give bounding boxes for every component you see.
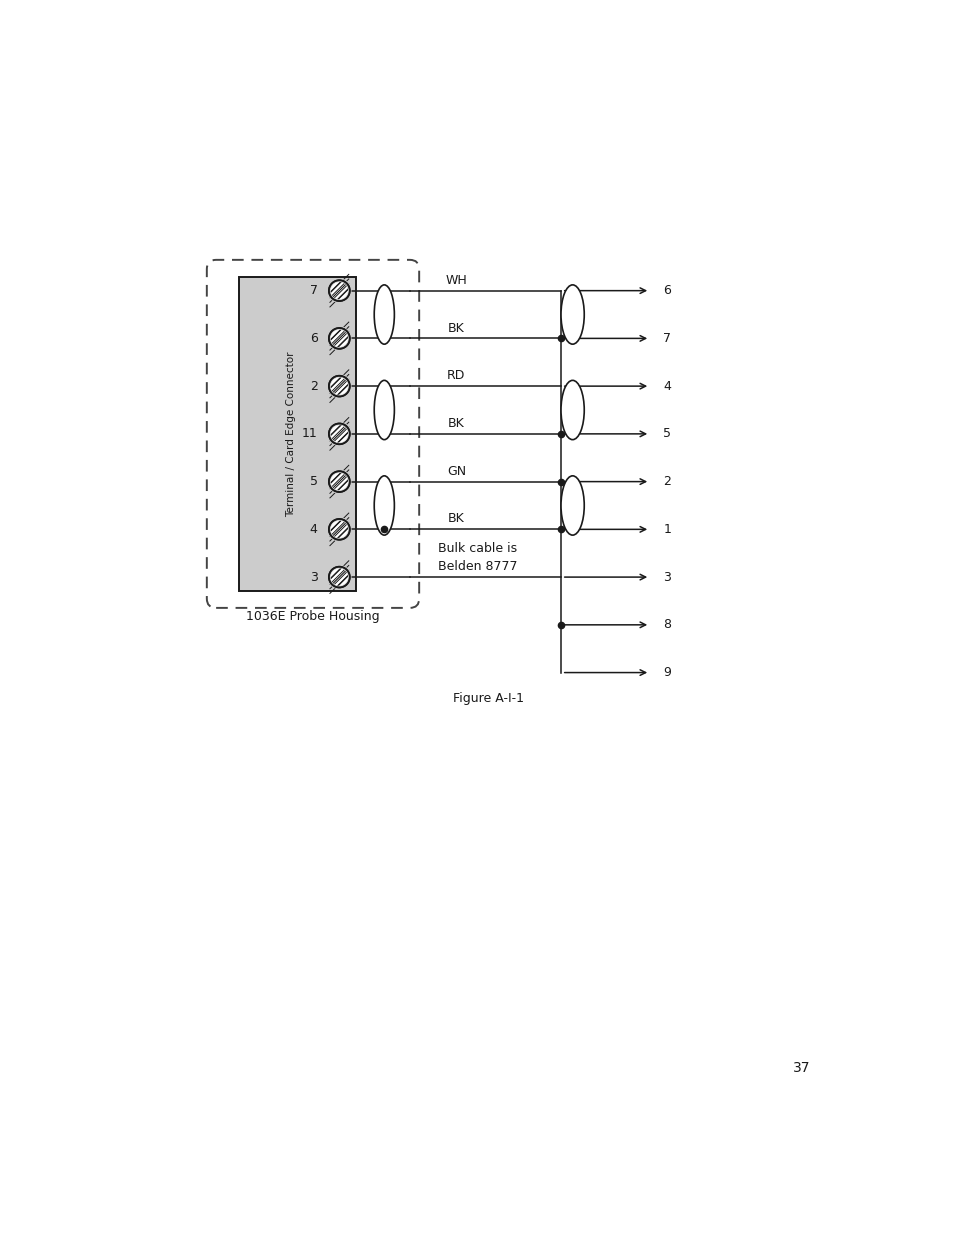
Text: 8: 8 xyxy=(662,619,671,631)
Text: 3: 3 xyxy=(662,571,671,584)
Text: 5: 5 xyxy=(310,475,317,488)
Text: GN: GN xyxy=(446,464,465,478)
Text: 2: 2 xyxy=(310,379,317,393)
Text: 3: 3 xyxy=(310,571,317,584)
Text: BK: BK xyxy=(448,417,464,430)
Text: 37: 37 xyxy=(792,1061,809,1076)
Text: RD: RD xyxy=(447,369,465,383)
Text: 11: 11 xyxy=(301,427,317,441)
Circle shape xyxy=(329,329,350,348)
Text: 6: 6 xyxy=(310,332,317,345)
Ellipse shape xyxy=(560,285,583,345)
Text: 7: 7 xyxy=(662,332,671,345)
Text: 9: 9 xyxy=(662,666,671,679)
Ellipse shape xyxy=(374,380,394,440)
Text: Terminal / Card Edge Connector: Terminal / Card Edge Connector xyxy=(286,351,296,516)
Text: 2: 2 xyxy=(662,475,671,488)
Ellipse shape xyxy=(560,380,583,440)
Ellipse shape xyxy=(560,475,583,535)
Circle shape xyxy=(329,567,350,588)
Text: 6: 6 xyxy=(662,284,671,298)
Circle shape xyxy=(329,280,350,301)
Text: 4: 4 xyxy=(662,379,671,393)
Text: 4: 4 xyxy=(310,522,317,536)
Circle shape xyxy=(329,375,350,396)
Text: BK: BK xyxy=(448,321,464,335)
Circle shape xyxy=(329,424,350,445)
Text: Bulk cable is
Belden 8777: Bulk cable is Belden 8777 xyxy=(437,542,517,573)
Ellipse shape xyxy=(374,285,394,345)
Text: WH: WH xyxy=(445,274,467,287)
Text: Figure A-I-1: Figure A-I-1 xyxy=(453,693,524,705)
Ellipse shape xyxy=(374,475,394,535)
Bar xyxy=(239,277,355,592)
Circle shape xyxy=(329,472,350,492)
Text: BK: BK xyxy=(448,513,464,526)
Text: 7: 7 xyxy=(310,284,317,298)
Text: 1: 1 xyxy=(662,522,671,536)
Text: 5: 5 xyxy=(662,427,671,441)
Circle shape xyxy=(329,519,350,540)
Text: 1036E Probe Housing: 1036E Probe Housing xyxy=(246,610,379,624)
